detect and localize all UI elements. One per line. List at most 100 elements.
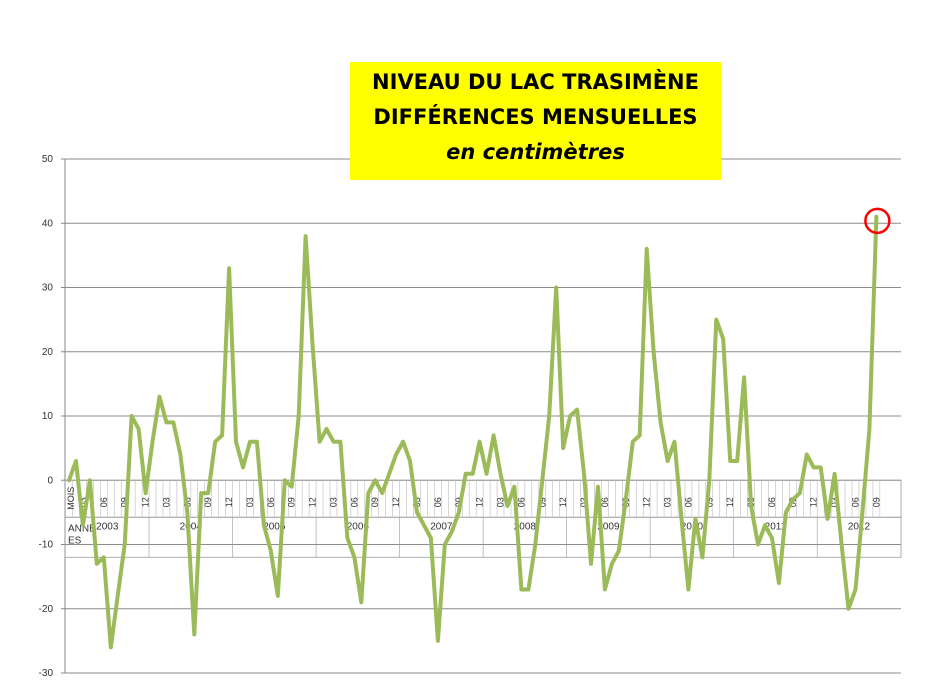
data-point bbox=[798, 491, 802, 495]
month-tick-label: 09 bbox=[120, 497, 130, 507]
data-point bbox=[464, 472, 468, 476]
month-tick-label: 06 bbox=[433, 497, 443, 507]
data-point bbox=[436, 639, 440, 643]
month-tick-label: 06 bbox=[767, 497, 777, 507]
title-line-3: en centimètres bbox=[446, 140, 625, 164]
data-point bbox=[318, 440, 322, 444]
month-tick-label: 06 bbox=[266, 497, 276, 507]
data-point bbox=[151, 440, 155, 444]
highlight-circle bbox=[864, 207, 891, 235]
data-point bbox=[311, 343, 315, 347]
year-tick-label: 2010 bbox=[681, 521, 704, 532]
data-point bbox=[735, 459, 739, 463]
month-tick-label: 06 bbox=[850, 497, 860, 507]
y-tick-label: 50 bbox=[42, 154, 54, 165]
data-point bbox=[144, 491, 148, 495]
y-axis-ticks: 50 40 30 20 10 0 -10 -20 -30 bbox=[39, 154, 54, 679]
month-tick-label: 03 bbox=[579, 497, 589, 507]
data-point bbox=[95, 562, 99, 566]
data-point bbox=[499, 472, 503, 476]
data-point bbox=[157, 395, 161, 399]
data-point bbox=[304, 234, 308, 238]
y-tick-label: 30 bbox=[42, 283, 54, 294]
data-point bbox=[102, 555, 106, 559]
data-point bbox=[847, 607, 851, 611]
month-tick-label: 03 bbox=[663, 497, 673, 507]
data-point bbox=[624, 498, 628, 502]
month-tick-label: 12 bbox=[642, 497, 652, 507]
year-tick-label: 2004 bbox=[180, 521, 203, 532]
data-point bbox=[540, 478, 544, 482]
data-point bbox=[638, 433, 642, 437]
data-point bbox=[81, 523, 85, 527]
y-tick-label: 0 bbox=[47, 475, 53, 486]
data-point bbox=[860, 510, 864, 514]
data-point bbox=[505, 504, 509, 508]
data-point bbox=[784, 510, 788, 514]
data-point bbox=[763, 523, 767, 527]
data-point bbox=[512, 485, 516, 489]
data-point bbox=[88, 478, 92, 482]
month-tick-label: 12 bbox=[475, 497, 485, 507]
data-point bbox=[742, 375, 746, 379]
gridlines bbox=[61, 158, 901, 674]
data-point bbox=[415, 510, 419, 514]
data-point bbox=[867, 427, 871, 431]
y-tick-label: 10 bbox=[42, 411, 54, 422]
data-point bbox=[137, 427, 141, 431]
y-tick-label: 20 bbox=[42, 347, 54, 358]
data-point bbox=[227, 266, 231, 270]
data-point bbox=[255, 440, 259, 444]
data-point bbox=[457, 510, 461, 514]
data-point bbox=[450, 530, 454, 534]
data-point bbox=[554, 286, 558, 290]
year-tick-label: 2007 bbox=[430, 521, 453, 532]
data-point bbox=[853, 587, 857, 591]
data-point bbox=[791, 498, 795, 502]
data-point bbox=[679, 517, 683, 521]
data-point bbox=[429, 536, 433, 540]
month-tick-label: 12 bbox=[141, 497, 151, 507]
y-tick-label: 40 bbox=[42, 218, 54, 229]
data-point bbox=[826, 517, 830, 521]
title-line-1: NIVEAU DU LAC TRASIMÈNE bbox=[372, 70, 699, 94]
data-point bbox=[401, 440, 405, 444]
data-point bbox=[833, 472, 837, 476]
y-tick-label: -30 bbox=[39, 668, 54, 679]
data-point bbox=[812, 465, 816, 469]
data-point bbox=[74, 459, 78, 463]
data-point bbox=[185, 510, 189, 514]
data-point bbox=[714, 318, 718, 322]
data-point bbox=[805, 453, 809, 457]
data-point bbox=[756, 543, 760, 547]
data-point bbox=[220, 433, 224, 437]
data-point bbox=[561, 446, 565, 450]
year-tick-label: 2003 bbox=[96, 521, 119, 532]
data-point bbox=[533, 543, 537, 547]
data-point bbox=[213, 440, 217, 444]
year-tick-label: 2011 bbox=[765, 521, 787, 532]
data-point bbox=[707, 478, 711, 482]
data-point bbox=[422, 523, 426, 527]
month-tick-label: 06 bbox=[349, 497, 359, 507]
data-point bbox=[408, 459, 412, 463]
data-point bbox=[589, 562, 593, 566]
data-point bbox=[770, 536, 774, 540]
year-axis-label-cont: ES bbox=[68, 535, 82, 546]
series-line bbox=[67, 214, 879, 650]
month-tick-label: 09 bbox=[871, 497, 881, 507]
data-point bbox=[485, 472, 489, 476]
data-point bbox=[164, 420, 168, 424]
data-point bbox=[749, 504, 753, 508]
data-point bbox=[297, 414, 301, 418]
data-point bbox=[443, 543, 447, 547]
month-tick-label: 06 bbox=[600, 497, 610, 507]
month-tick-label: 03 bbox=[830, 497, 840, 507]
year-tick-label: 2009 bbox=[597, 521, 620, 532]
data-point bbox=[568, 414, 572, 418]
data-point bbox=[387, 472, 391, 476]
data-point bbox=[645, 247, 649, 251]
data-point bbox=[686, 587, 690, 591]
data-point bbox=[380, 491, 384, 495]
year-axis-label: ANNE bbox=[68, 523, 96, 534]
